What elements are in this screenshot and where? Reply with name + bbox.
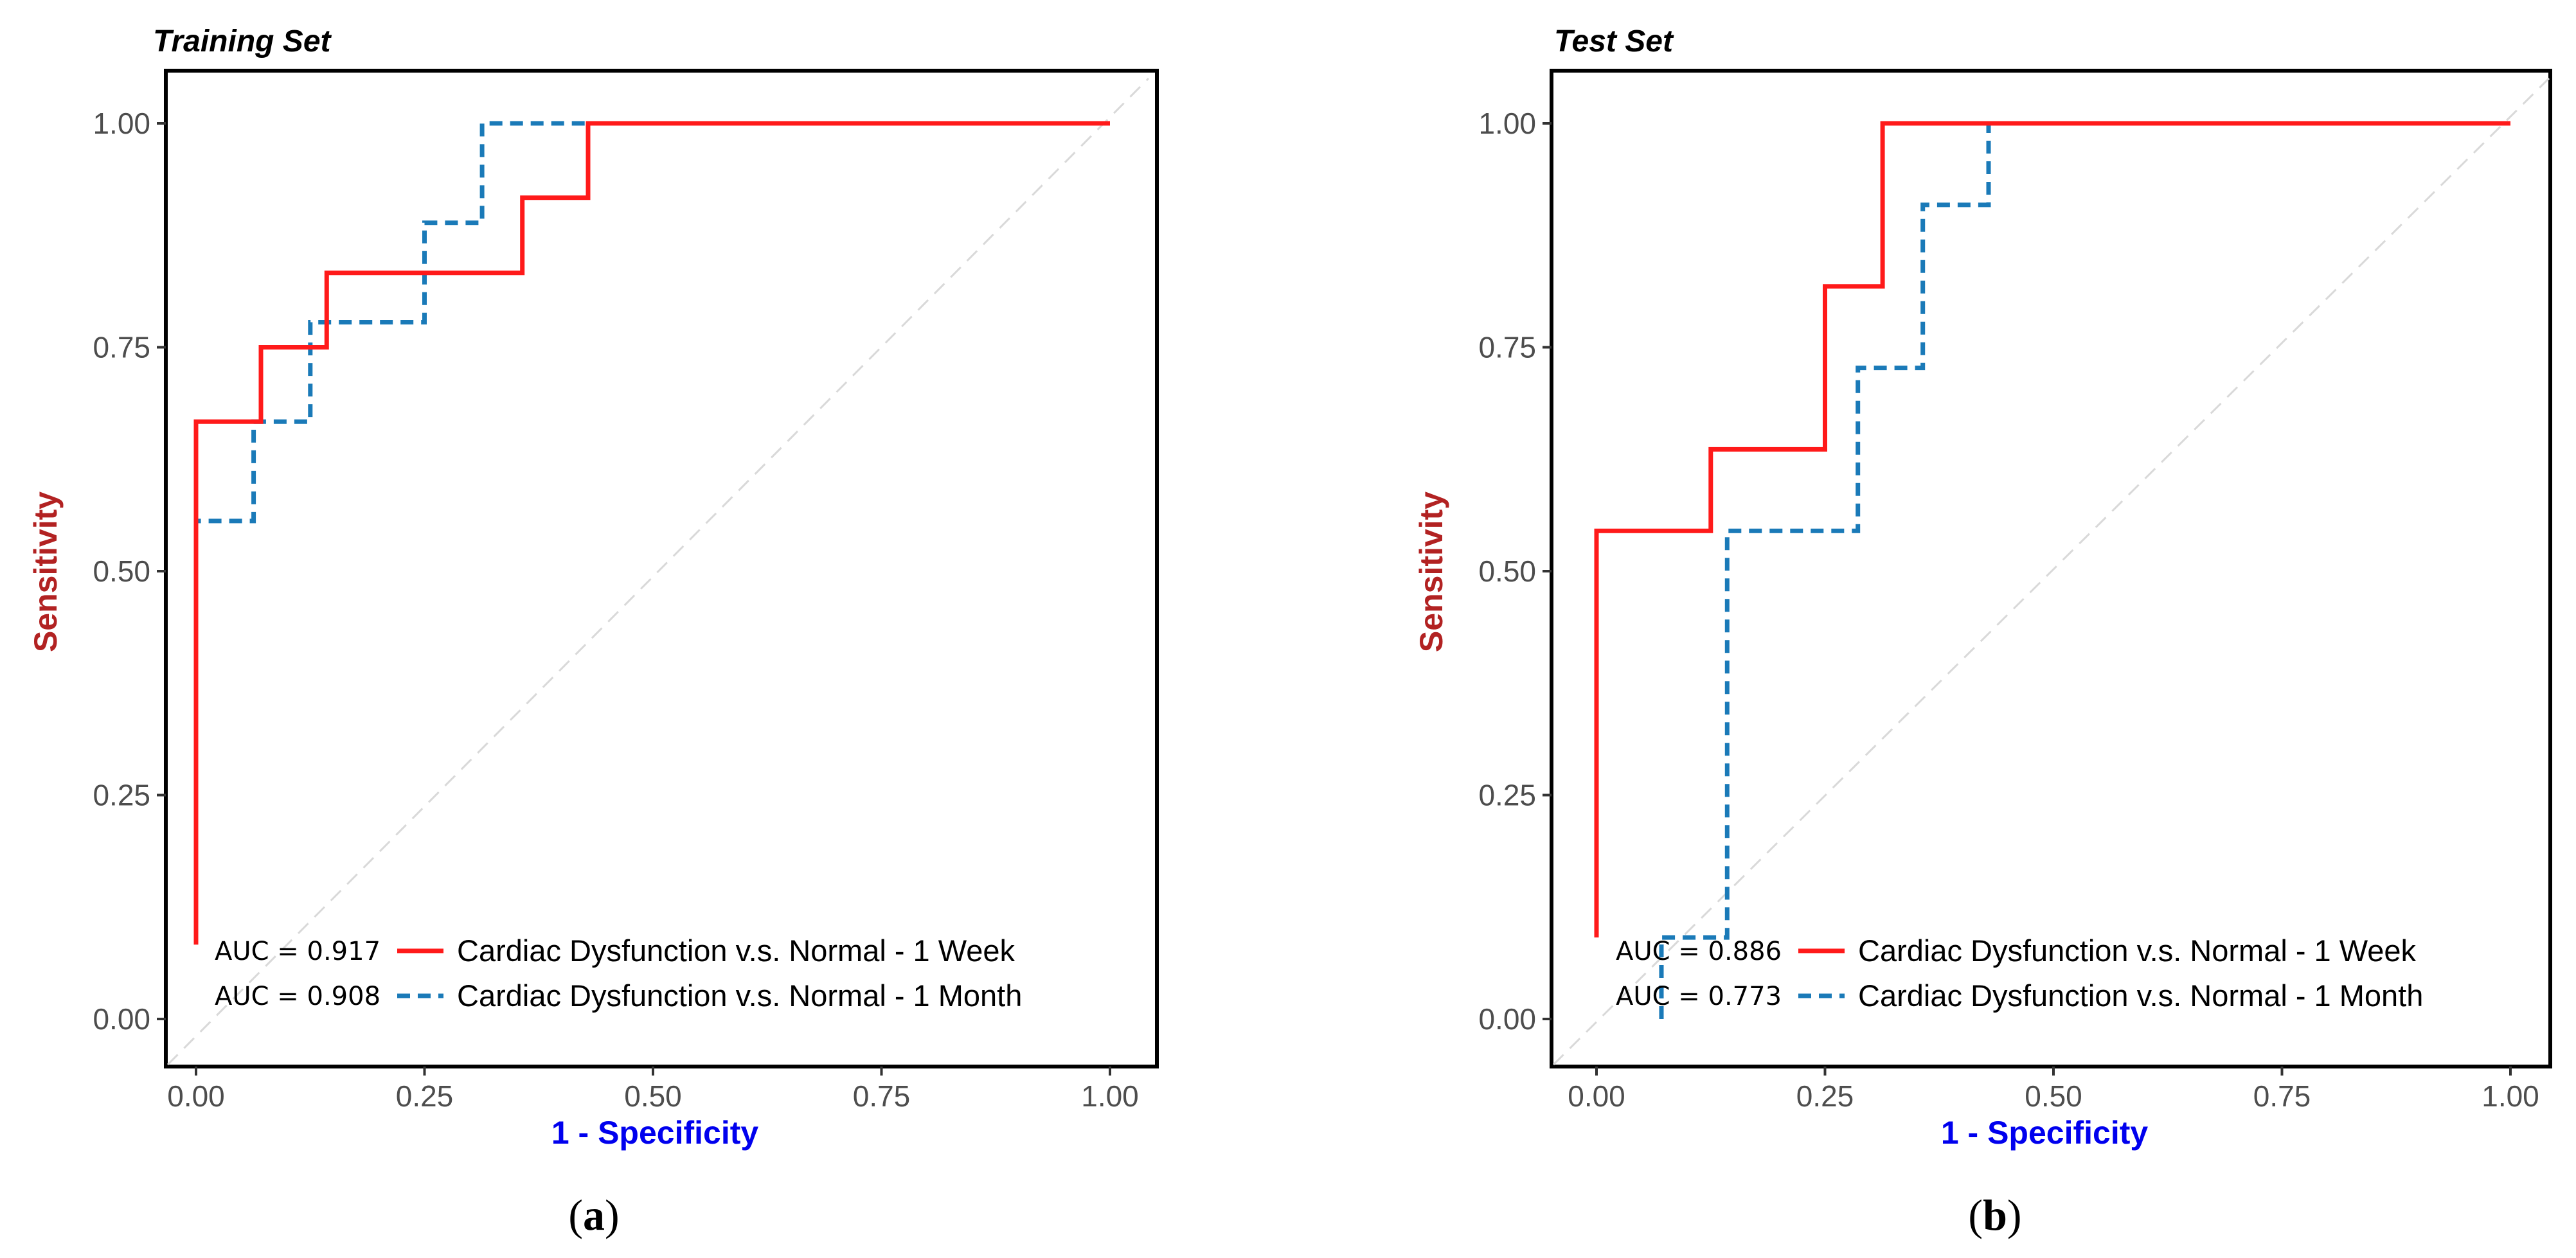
y-tick-label: 0.50 [93,554,150,588]
x-tick-label: 0.75 [853,1079,911,1113]
x-tick-label: 0.25 [396,1079,454,1113]
x-axis-label: 1 - Specificity [1941,1115,2149,1151]
plot-frame [1550,69,2552,1068]
legend-label: Cardiac Dysfunction v.s. Normal - 1 Week [1858,934,2417,968]
plot-frame [164,69,1159,1068]
roc-curve-1-week [193,121,1110,945]
y-tick-label: 1.00 [1478,107,1536,140]
panel-label: (a) [568,1191,619,1239]
x-tick-label: 0.50 [2025,1079,2082,1113]
x-tick-label: 1.00 [1081,1079,1139,1113]
panel-label: (b) [1968,1191,2021,1239]
legend-label: Cardiac Dysfunction v.s. Normal - 1 Mont… [457,979,1022,1013]
legend-label: Cardiac Dysfunction v.s. Normal - 1 Week [457,934,1015,968]
y-tick-label: 0.25 [93,779,150,812]
x-axis-label: 1 - Specificity [551,1115,759,1151]
y-tick-label: 0.75 [93,331,150,364]
x-tick-label: 0.00 [167,1079,225,1113]
roc-curve-1-week [1594,121,2510,938]
panel-title: Test Set [1554,24,1674,58]
y-tick-label: 0.00 [1478,1002,1536,1036]
x-tick-label: 0.25 [1796,1079,1854,1113]
y-tick-label: 1.00 [93,107,150,140]
legend-label: Cardiac Dysfunction v.s. Normal - 1 Mont… [1858,979,2423,1013]
panel-title: Training Set [153,24,332,58]
y-tick-label: 0.50 [1478,554,1536,588]
diagonal-reference-line [166,77,1150,1066]
x-tick-label: 0.75 [2253,1079,2311,1113]
x-tick-label: 0.50 [624,1079,682,1113]
diagonal-reference-line [1552,77,2550,1066]
y-tick-label: 0.75 [1478,331,1536,364]
roc-curve-1-month [193,121,1110,920]
auc-label: AUC = 0.917 [215,937,380,966]
auc-label: AUC = 0.908 [215,982,380,1011]
roc-curve-1-month [1659,121,2510,1019]
x-tick-label: 1.00 [2482,1079,2539,1113]
y-axis-label: Sensitivity [1413,492,1449,652]
auc-label: AUC = 0.886 [1616,937,1782,966]
roc-panel-2: Test Set 0.00 0.25 0.50 0.75 1.00 0.00 0.25 0.50… [1413,24,2552,1239]
auc-label: AUC = 0.773 [1616,982,1782,1011]
y-tick-label: 0.00 [93,1002,150,1036]
x-tick-label: 0.00 [1568,1079,1625,1113]
roc-panel-1: Training Set 0.00 0.25 0.50 0.75 1.00 0.00 0.25… [28,24,1159,1239]
y-tick-label: 0.25 [1478,779,1536,812]
y-axis-label: Sensitivity [28,492,64,652]
